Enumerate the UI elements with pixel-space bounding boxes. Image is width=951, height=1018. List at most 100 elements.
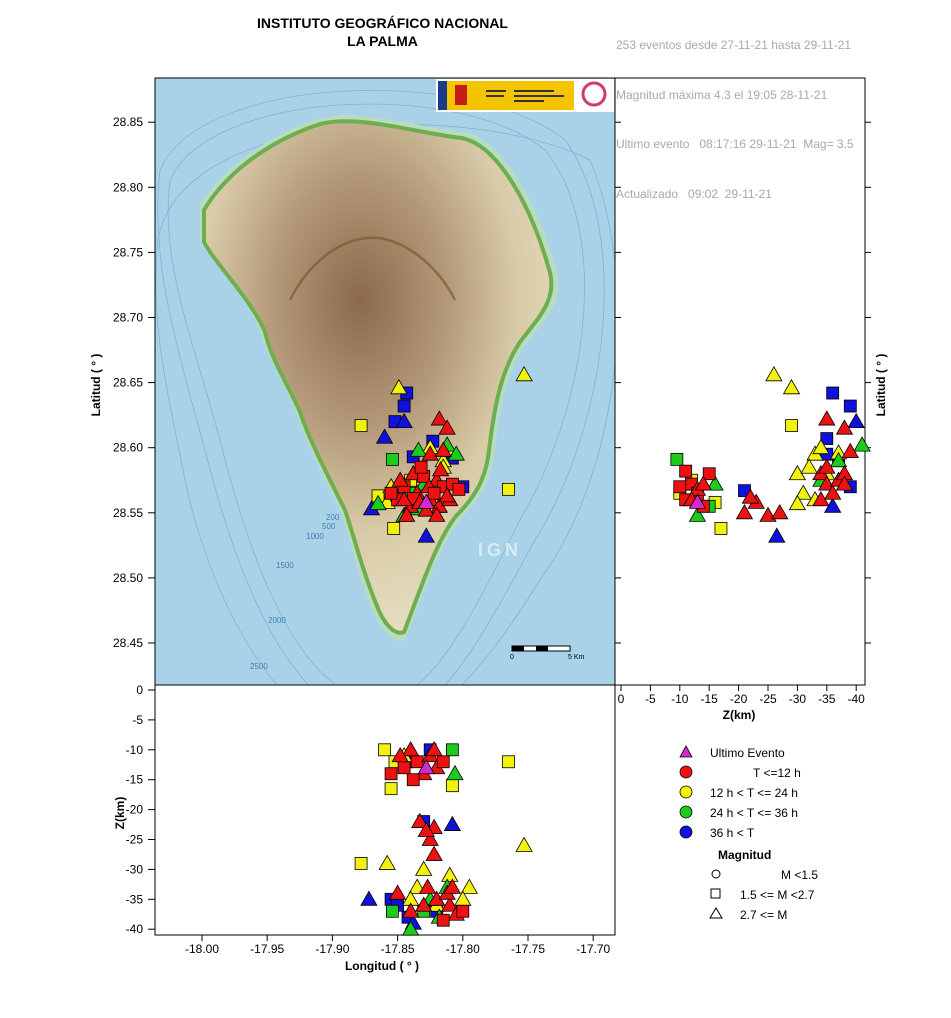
legend-symbol: [679, 825, 693, 839]
event-marker-triangle: [438, 419, 456, 435]
island-land: [202, 119, 554, 635]
event-marker-triangle: [409, 441, 428, 457]
y-tick-label: -25: [126, 833, 144, 847]
title-line-2: LA PALMA: [347, 33, 418, 49]
magnitude-label: M <1.5: [781, 868, 818, 882]
event-marker-square: [384, 767, 398, 781]
event-marker-square: [456, 904, 470, 918]
event-marker-triangle: [431, 461, 450, 477]
x-tick-label: -30: [789, 692, 807, 706]
event-marker-triangle: [434, 441, 452, 457]
y-tick-label: 28.60: [113, 441, 143, 455]
magnitude-title: Magnitud: [718, 848, 771, 862]
magnitude-symbol-square: [710, 888, 721, 899]
event-marker-triangle: [375, 428, 394, 444]
magnitude-item: M <1.5: [711, 868, 818, 882]
event-summary: 253 eventos desde 27-11-21 hasta 29-11-2…: [616, 4, 854, 219]
event-marker-square: [673, 480, 687, 494]
event-marker-square: [414, 460, 428, 474]
event-marker-square: [445, 779, 459, 793]
event-marker-triangle: [441, 896, 459, 912]
legend-item: 36 h < T: [679, 825, 755, 840]
event-marker-triangle: [443, 815, 462, 831]
x-tick-label: -5: [645, 692, 656, 706]
report-title: INSTITUTO GEOGRÁFICO NACIONAL LA PALMA: [210, 15, 555, 49]
legend-symbol: [679, 765, 693, 779]
event-marker-triangle: [414, 860, 433, 876]
event-marker-triangle: [782, 379, 801, 395]
event-marker-triangle: [421, 830, 439, 846]
event-marker-square: [385, 453, 399, 466]
x-tick-label: -25: [759, 692, 777, 706]
depth-label: 1500: [276, 561, 294, 570]
event-marker-triangle: [818, 475, 836, 491]
longitude-depth-points: [354, 740, 533, 936]
event-marker-square: [670, 453, 684, 466]
event-marker-triangle: [853, 436, 871, 452]
magnitude-label: 1.5 <= M <2.7: [740, 888, 815, 902]
event-marker-triangle: [391, 471, 409, 487]
depth-lat-ylabel: Latitud ( ° ): [874, 354, 888, 417]
legend-item: T <=12 h: [679, 765, 801, 780]
legend-label: Ultimo Evento: [710, 746, 785, 760]
legend: Ultimo Evento T <=12 h 12 h < T <= 24 h …: [679, 745, 818, 922]
event-marker-triangle: [741, 488, 760, 504]
depth-label: 1000: [306, 532, 324, 541]
event-marker-triangle: [818, 410, 836, 426]
y-tick-label: -20: [126, 803, 144, 817]
magnitude-item: 1.5 <= M <2.7: [710, 888, 815, 902]
lon-depth-xlabel: Longitud ( ° ): [345, 959, 419, 973]
scale-label-end: 5 Km: [568, 654, 585, 661]
legend-label: 36 h < T: [710, 826, 755, 840]
legend-item: 24 h < T <= 36 h: [679, 805, 798, 820]
event-marker-triangle: [841, 442, 860, 459]
event-marker-square: [679, 464, 693, 478]
event-marker-triangle: [395, 490, 413, 507]
event-marker-triangle: [369, 494, 387, 511]
event-marker-triangle: [812, 438, 830, 455]
event-marker-square: [385, 904, 399, 918]
event-marker-square: [378, 743, 391, 757]
event-marker-triangle: [759, 506, 777, 522]
event-marker-square: [785, 419, 798, 432]
event-marker-square: [397, 399, 411, 413]
event-marker-triangle: [823, 484, 842, 500]
y-tick-label: 0: [136, 683, 143, 697]
caldera-ridge: [288, 236, 457, 301]
event-marker-triangle: [421, 445, 439, 461]
y-tick-label: 28.75: [113, 245, 143, 259]
event-marker-square: [502, 482, 515, 496]
map-watermark: IGN: [478, 540, 522, 560]
event-marker-triangle: [425, 740, 443, 757]
event-marker-square: [410, 755, 424, 769]
legend-item: 12 h < T <= 24 h: [679, 785, 798, 800]
x-tick-label: -18.00: [185, 942, 219, 956]
legend-symbol: [679, 785, 693, 799]
summary-line: Ultimo evento 08:17:16 29-11-21 Mag= 3.5: [616, 137, 854, 151]
event-marker-triangle: [847, 412, 865, 429]
legend-symbol: [679, 805, 693, 819]
event-marker-square: [397, 761, 411, 775]
event-marker-triangle: [417, 501, 435, 517]
event-marker-square: [502, 755, 515, 769]
event-marker-triangle: [706, 475, 724, 491]
x-tick-label: 0: [618, 692, 625, 706]
event-marker-triangle: [771, 503, 789, 520]
event-marker-triangle: [360, 890, 378, 906]
event-marker-square: [387, 522, 401, 535]
magnitude-symbol-circle: [711, 869, 721, 879]
depth-latitude-frame: [614, 77, 866, 686]
event-marker-triangle: [765, 365, 783, 382]
event-marker-triangle: [378, 854, 396, 870]
y-tick-label: 28.45: [113, 636, 143, 650]
map-panel: IGN 200 500 1000 1500 2000 2500 0 5 Km: [155, 78, 615, 685]
legend-label: T <=12 h: [753, 766, 801, 780]
lon-depth-ylabel: Z(km): [113, 797, 127, 830]
event-marker-triangle: [688, 493, 707, 509]
y-tick-label: -15: [126, 773, 144, 787]
x-tick-label: -15: [701, 692, 719, 706]
event-marker-triangle: [398, 506, 416, 522]
y-tick-label: 28.85: [113, 115, 143, 129]
summary-line: 253 eventos desde 27-11-21 hasta 29-11-2…: [616, 38, 852, 52]
event-marker-square: [354, 857, 368, 870]
